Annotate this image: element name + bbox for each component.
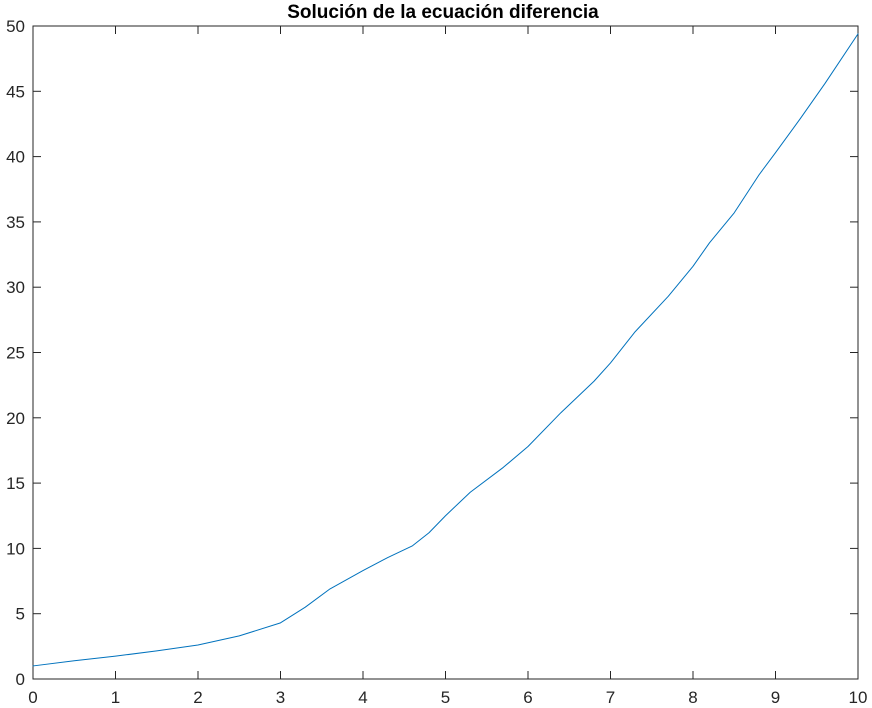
x-tick-label: 8 [688,688,697,707]
plot-frame [32,25,859,680]
x-tick-label: 5 [441,688,450,707]
x-tick-label: 6 [523,688,532,707]
x-tick-label: 3 [276,688,285,707]
series-line [32,33,859,667]
series-group [32,33,859,667]
y-tick-label: 35 [6,213,25,232]
x-tick-label: 10 [849,688,868,707]
x-tick-label: 4 [358,688,367,707]
y-tick-label: 25 [6,344,25,363]
y-tick-label: 0 [16,670,25,689]
y-tick-label: 30 [6,278,25,297]
x-tick-label: 7 [606,688,615,707]
y-tick-label: 50 [6,17,25,36]
y-tick-label: 15 [6,474,25,493]
x-tick-label: 1 [111,688,120,707]
x-tick-label: 9 [771,688,780,707]
y-tick-label: 20 [6,409,25,428]
y-tick-label: 40 [6,148,25,167]
y-tick-label: 10 [6,539,25,558]
y-tick-label: 45 [6,82,25,101]
chart-title: Solución de la ecuación diferencia [287,2,599,23]
y-tick-label: 5 [16,605,25,624]
x-tick-label: 0 [28,688,37,707]
x-tick-label: 2 [193,688,202,707]
